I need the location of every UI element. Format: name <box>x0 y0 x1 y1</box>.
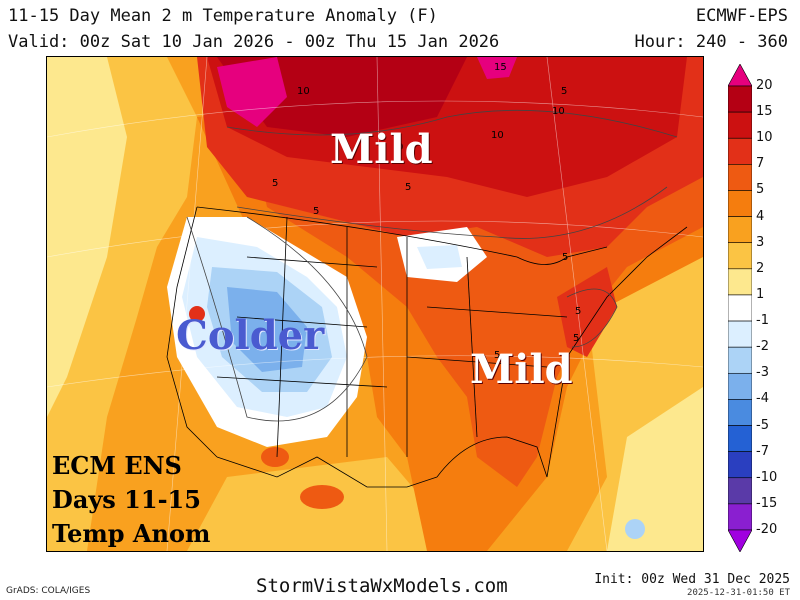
colorbar-tick-label: 7 <box>756 156 765 172</box>
contour-label: 5 <box>313 206 320 217</box>
colorbar-tick-label: -2 <box>756 339 769 355</box>
baja-warm-blob <box>261 447 289 467</box>
pacific-weak-field <box>47 57 127 417</box>
colorbar-segment <box>728 399 752 426</box>
footer-timestamp: 2025-12-31-01:50 ET <box>687 588 790 598</box>
colorbar-segment <box>728 164 752 191</box>
colorbar-segment <box>728 346 752 374</box>
days-label: Days 11-15 <box>52 485 201 514</box>
anomaly-contours <box>186 109 678 422</box>
colorbar-segment <box>728 503 752 531</box>
colorbar-tick-label: 20 <box>756 78 773 93</box>
colorbar-segment <box>728 477 752 505</box>
colorbar-tick-label: -15 <box>756 495 778 511</box>
contour-label: 5 <box>561 86 568 97</box>
colorbar-segment <box>728 294 752 322</box>
graticule-lines <box>47 57 703 551</box>
colorbar-segment <box>728 320 752 348</box>
colorbar-tick-label: 3 <box>756 234 765 250</box>
footer-grads-credit: GrADS: COLA/IGES <box>6 586 91 596</box>
colorbar-segment <box>728 451 752 479</box>
nevada-warm-spot <box>189 306 205 322</box>
colorbar-tick-label: 15 <box>756 104 773 120</box>
colorbar-segment <box>728 425 752 452</box>
mild-north-label: Mild <box>330 126 433 173</box>
colorbar-segment <box>728 242 752 270</box>
colorbar-segment <box>728 268 752 296</box>
colorbar-tick-label: 5 <box>756 182 765 198</box>
contour-label: 5 <box>573 333 580 344</box>
footer-site: StormVistaWxModels.com <box>256 575 508 597</box>
colorbar-tick-label: -3 <box>756 365 769 381</box>
ecm-ens-label: ECM ENS <box>52 451 182 480</box>
colorbar-top-arrow <box>728 64 752 87</box>
contour-label: 15 <box>494 62 507 73</box>
mild-east-label: Mild <box>470 346 573 393</box>
anomaly-map <box>46 56 704 552</box>
footer-init-time: Init: 00z Wed 31 Dec 2025 <box>594 572 790 587</box>
anomaly-map-canvas <box>47 57 703 551</box>
colorbar-segment <box>728 190 752 217</box>
contour-label: 5 <box>405 182 412 193</box>
colorbar-tick-label: 1 <box>756 286 765 302</box>
mexico-warm-blob <box>300 485 344 509</box>
extreme-warm-peak-west <box>217 57 287 127</box>
contour-label: 10 <box>552 106 565 117</box>
colorbar-tick-label: 2 <box>756 260 765 276</box>
colorbar-tick-label: -10 <box>756 469 778 485</box>
east-coast-red <box>557 267 617 357</box>
colorbar-segment <box>728 137 752 165</box>
extreme-warm-peak-north <box>477 57 517 79</box>
contour-label: 10 <box>297 86 310 97</box>
colorbar-tick-label: 4 <box>756 208 765 224</box>
colorbar-tick-label: -7 <box>756 443 769 459</box>
contour-label: 5 <box>494 350 501 361</box>
colorbar-segment <box>728 111 752 139</box>
colorbar-bottom-arrow <box>728 529 752 552</box>
colorbar-segment <box>728 372 752 400</box>
great-lakes-cool <box>417 245 462 269</box>
temp-anom-label: Temp Anom <box>52 519 211 548</box>
caribbean-cool-spot <box>625 519 645 539</box>
colorbar-segment <box>728 216 752 244</box>
atlantic-weak-field <box>607 387 703 551</box>
colorbar-tick-label: 10 <box>756 130 773 146</box>
contour-label: 10 <box>491 130 504 141</box>
colorbar-tick-label: -20 <box>756 522 778 537</box>
model-name: ECMWF-EPS <box>695 6 788 26</box>
colorbar-segment <box>728 85 752 113</box>
forecast-hour: Hour: 240 - 360 <box>634 32 788 52</box>
map-title: 11-15 Day Mean 2 m Temperature Anomaly (… <box>8 6 438 26</box>
contour-label: 5 <box>575 306 582 317</box>
valid-period: Valid: 00z Sat 10 Jan 2026 - 00z Thu 15 … <box>8 32 500 52</box>
colorbar-tick-label: -5 <box>756 417 769 433</box>
contour-label: 5 <box>562 252 569 263</box>
colorbar-tick-label: -1 <box>756 313 769 329</box>
political-borders <box>166 206 688 488</box>
west-coldest-field <box>227 287 307 372</box>
contour-label: 0 <box>397 142 404 153</box>
colorbar <box>728 64 752 552</box>
contour-label: 5 <box>272 178 279 189</box>
colder-label: Colder <box>176 312 325 359</box>
colorbar-tick-label: -4 <box>756 391 769 407</box>
